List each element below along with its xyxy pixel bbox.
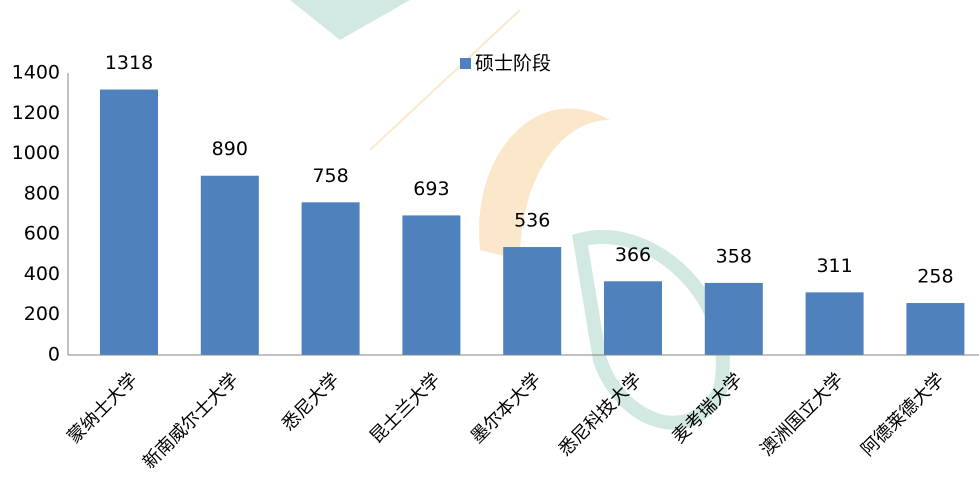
y-tick-label: 1400: [12, 62, 60, 84]
x-tick-label: 昆士兰大学: [366, 369, 444, 447]
x-tick-label: 墨尔本大学: [467, 369, 545, 447]
data-label: 1318: [105, 52, 153, 74]
data-label: 758: [312, 165, 348, 187]
bar: [503, 247, 562, 355]
x-tick-label: 新南威尔士大学: [139, 369, 243, 473]
legend-label: 硕士阶段: [475, 53, 551, 75]
data-label: 366: [615, 244, 651, 266]
y-tick-label: 200: [24, 303, 60, 325]
legend-swatch: [460, 58, 471, 69]
watermark: [290, 0, 730, 430]
x-tick-label: 悉尼大学: [278, 369, 344, 435]
bar: [906, 303, 965, 355]
x-tick-label: 澳洲国立大学: [756, 369, 847, 460]
bar: [402, 215, 461, 355]
bar: [805, 292, 864, 355]
bar: [200, 175, 259, 355]
data-label: 258: [917, 266, 953, 288]
y-tick-label: 800: [24, 182, 60, 204]
y-tick-label: 1000: [12, 142, 60, 164]
data-label: 693: [413, 178, 449, 200]
data-label: 890: [212, 138, 248, 160]
data-label: 536: [514, 210, 550, 232]
data-label: 358: [716, 245, 752, 267]
x-tick-label: 蒙纳士大学: [64, 369, 142, 447]
bar: [604, 281, 662, 355]
bar: [704, 282, 763, 355]
x-tick-label: 阿德莱德大学: [857, 369, 948, 460]
bar: [301, 202, 360, 355]
x-tick-label: 麦考瑞大学: [668, 369, 746, 447]
y-tick-label: 0: [48, 344, 60, 366]
y-tick-label: 1200: [12, 102, 60, 124]
bar: [100, 89, 158, 355]
y-tick-label: 600: [24, 223, 60, 245]
data-label: 311: [816, 255, 852, 277]
y-tick-label: 400: [24, 263, 60, 285]
